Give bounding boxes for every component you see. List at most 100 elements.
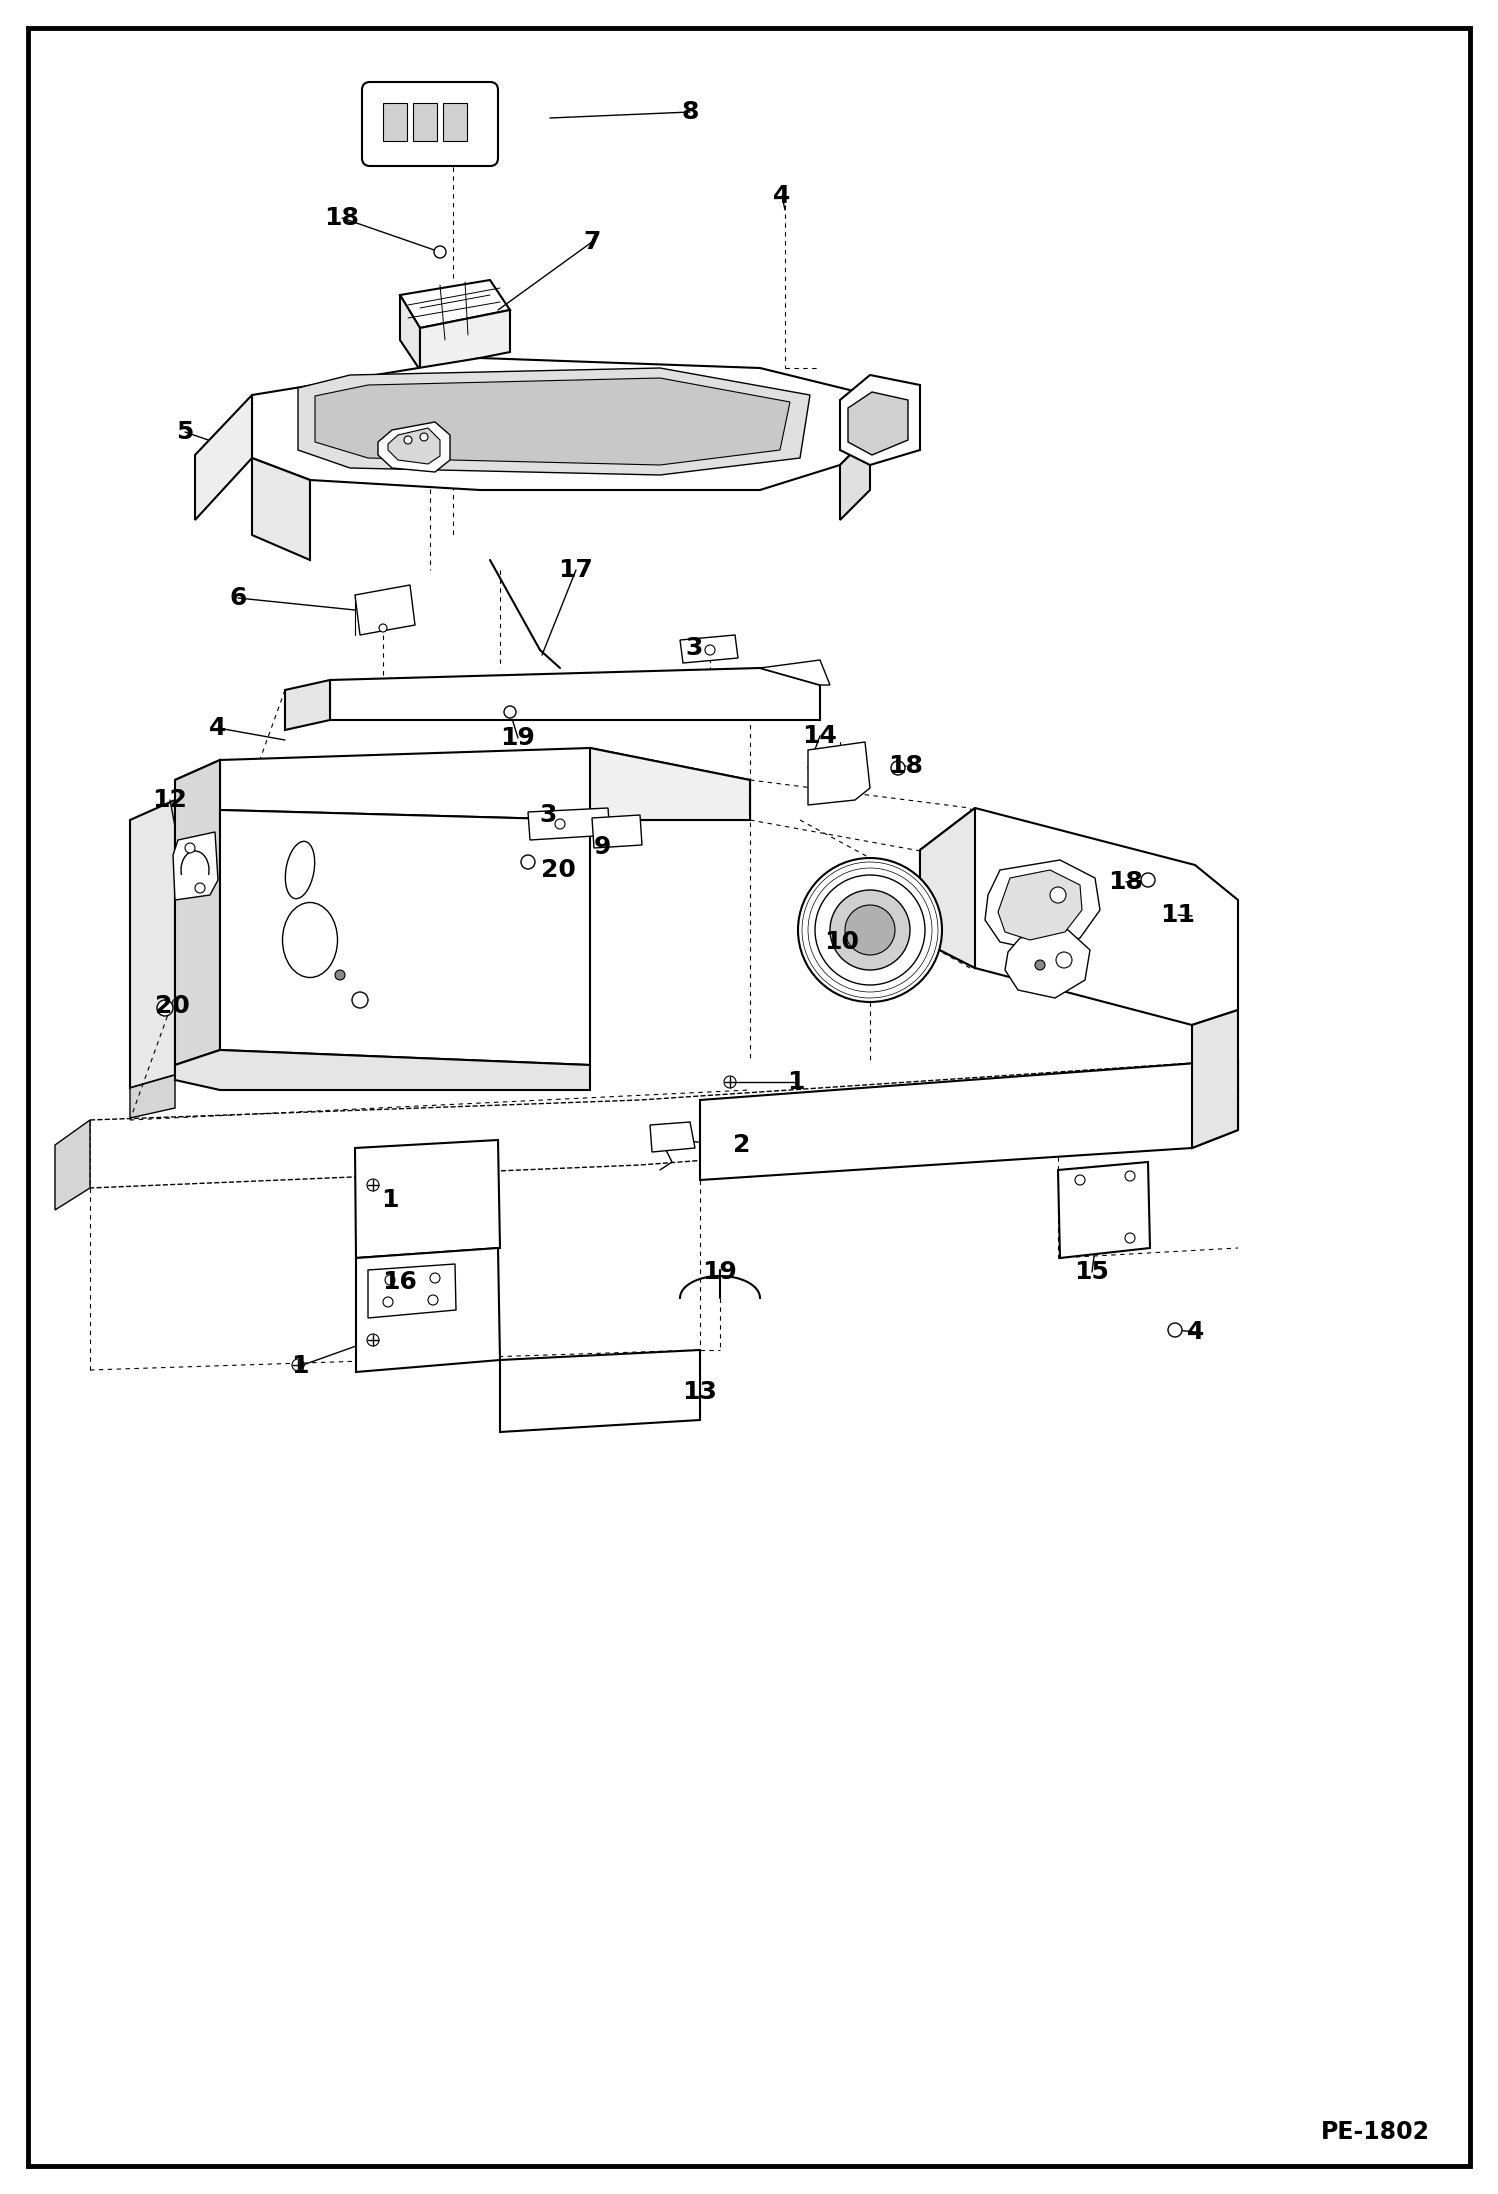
Polygon shape [920, 807, 1237, 1025]
Polygon shape [388, 428, 440, 463]
FancyBboxPatch shape [363, 81, 497, 167]
Text: 11: 11 [1161, 904, 1195, 928]
Circle shape [419, 432, 428, 441]
Text: 4: 4 [1188, 1321, 1204, 1345]
Circle shape [404, 437, 412, 443]
Circle shape [706, 645, 715, 656]
Text: 6: 6 [229, 586, 247, 610]
Polygon shape [355, 1141, 500, 1257]
Text: 3: 3 [685, 636, 703, 660]
Polygon shape [592, 814, 643, 849]
Text: 16: 16 [382, 1270, 418, 1294]
Polygon shape [377, 421, 449, 472]
Text: 7: 7 [583, 230, 601, 255]
Polygon shape [998, 871, 1082, 939]
Polygon shape [130, 801, 175, 1088]
Polygon shape [807, 742, 870, 805]
Polygon shape [986, 860, 1100, 950]
Polygon shape [315, 377, 789, 465]
Text: 20: 20 [541, 858, 575, 882]
Text: 15: 15 [1074, 1259, 1110, 1283]
Text: 1: 1 [291, 1354, 309, 1378]
Text: 9: 9 [593, 836, 611, 860]
Circle shape [379, 623, 386, 632]
Polygon shape [848, 393, 908, 454]
Circle shape [1050, 886, 1067, 904]
Text: 18: 18 [325, 206, 360, 230]
Polygon shape [252, 358, 870, 489]
Circle shape [184, 842, 195, 853]
Polygon shape [357, 1248, 500, 1371]
Circle shape [554, 818, 565, 829]
Text: 17: 17 [559, 557, 593, 581]
Text: 2: 2 [734, 1132, 750, 1156]
Polygon shape [840, 434, 870, 520]
Polygon shape [355, 586, 415, 634]
Text: 8: 8 [682, 101, 698, 125]
Polygon shape [500, 1349, 700, 1433]
Polygon shape [920, 807, 975, 968]
Circle shape [367, 1334, 379, 1345]
Circle shape [798, 858, 942, 1003]
Circle shape [336, 970, 345, 981]
Polygon shape [840, 375, 920, 465]
Polygon shape [90, 1060, 1237, 1187]
Text: 1: 1 [382, 1187, 398, 1211]
Circle shape [157, 1000, 172, 1016]
Bar [413, 103, 437, 140]
Text: 19: 19 [500, 726, 535, 750]
Polygon shape [1192, 1009, 1237, 1147]
Text: 18: 18 [888, 755, 923, 779]
Bar [383, 103, 407, 140]
Ellipse shape [285, 840, 315, 900]
Circle shape [195, 882, 205, 893]
Polygon shape [195, 395, 252, 520]
Circle shape [1141, 873, 1155, 886]
Polygon shape [220, 810, 590, 1064]
Circle shape [1056, 952, 1073, 968]
Bar [443, 103, 467, 140]
Circle shape [430, 1273, 440, 1283]
Polygon shape [1058, 1163, 1150, 1257]
Polygon shape [369, 1264, 455, 1319]
Ellipse shape [283, 902, 337, 979]
Polygon shape [252, 459, 310, 559]
Circle shape [521, 856, 535, 869]
Circle shape [724, 1075, 736, 1088]
Circle shape [815, 875, 924, 985]
Polygon shape [285, 680, 330, 731]
Circle shape [830, 891, 909, 970]
Text: 19: 19 [703, 1259, 737, 1283]
Circle shape [1035, 961, 1046, 970]
Circle shape [385, 1275, 395, 1286]
Text: 3: 3 [539, 803, 557, 827]
Circle shape [1125, 1172, 1135, 1180]
Circle shape [503, 706, 515, 717]
Text: 18: 18 [1109, 871, 1143, 893]
Circle shape [428, 1294, 437, 1305]
Text: 20: 20 [154, 994, 189, 1018]
Polygon shape [175, 759, 220, 1064]
Polygon shape [590, 748, 750, 821]
Polygon shape [298, 369, 810, 474]
Text: 4: 4 [210, 715, 226, 739]
Polygon shape [175, 1051, 590, 1090]
Polygon shape [650, 1121, 695, 1152]
Circle shape [891, 761, 905, 774]
Circle shape [1076, 1176, 1085, 1185]
Circle shape [292, 1358, 304, 1371]
Polygon shape [172, 832, 219, 900]
Circle shape [845, 904, 894, 954]
Polygon shape [330, 667, 819, 720]
Circle shape [352, 992, 369, 1007]
Text: 5: 5 [177, 419, 193, 443]
Polygon shape [130, 1075, 175, 1119]
Polygon shape [220, 748, 750, 821]
Circle shape [383, 1297, 392, 1308]
Text: 4: 4 [773, 184, 791, 208]
Text: 10: 10 [824, 930, 860, 954]
Text: 14: 14 [803, 724, 837, 748]
Circle shape [1168, 1323, 1182, 1336]
Polygon shape [680, 634, 739, 663]
Text: 1: 1 [788, 1071, 804, 1095]
